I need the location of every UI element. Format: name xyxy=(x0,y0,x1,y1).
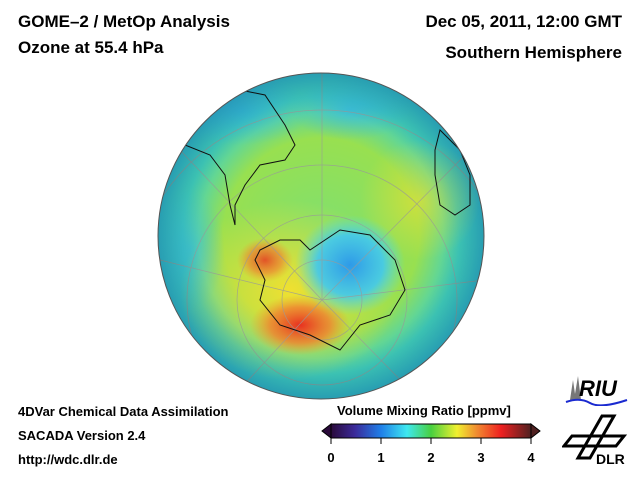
colorbar-over-arrow xyxy=(530,422,541,440)
species-level: Ozone at 55.4 hPa xyxy=(18,38,164,57)
colorbar-tick: 2 xyxy=(427,450,435,465)
svg-text:DLR: DLR xyxy=(596,451,625,467)
colorbar xyxy=(321,422,541,444)
dlr-logo: DLR xyxy=(562,414,628,467)
version-label: SACADA Version 2.4 xyxy=(18,428,146,443)
date-time: Dec 05, 2011, 12:00 GMT xyxy=(425,12,622,31)
colorbar-tick: 1 xyxy=(377,450,385,465)
colorbar-tick: 3 xyxy=(477,450,485,465)
svg-text:RIU: RIU xyxy=(579,376,618,401)
method-label: 4DVar Chemical Data Assimilation xyxy=(18,404,229,419)
colorbar-title: Volume Mixing Ratio [ppmv] xyxy=(337,403,511,418)
analysis-title: GOME–2 / MetOp Analysis xyxy=(18,12,230,31)
colorbar-tick: 0 xyxy=(327,450,335,465)
hemisphere-label: Southern Hemisphere xyxy=(445,43,622,62)
colorbar-under-arrow xyxy=(321,422,332,440)
url-label: http://wdc.dlr.de xyxy=(18,452,118,467)
colorbar-tick: 4 xyxy=(527,450,535,465)
riu-logo: RIU xyxy=(565,376,628,406)
